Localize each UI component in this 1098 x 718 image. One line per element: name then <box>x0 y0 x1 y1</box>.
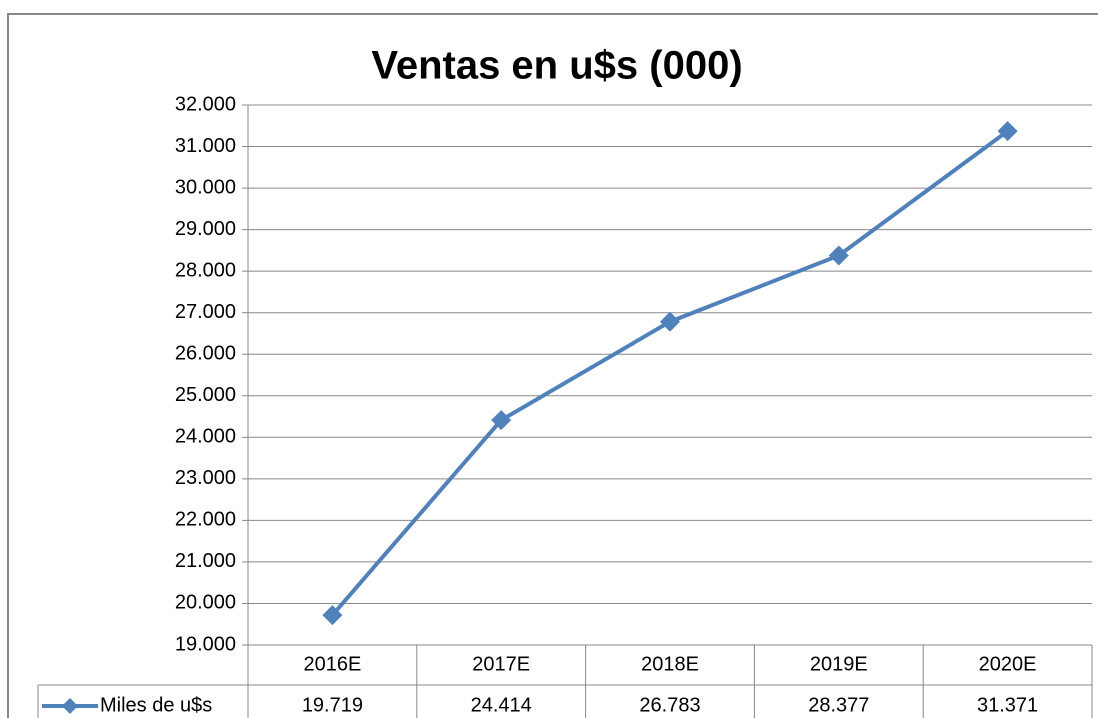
marker <box>997 121 1018 142</box>
legend-marker <box>62 698 78 714</box>
y-tick-label: 21.000 <box>175 550 236 572</box>
data-table-value: 28.377 <box>808 694 869 716</box>
chart-title: Ventas en u$s (000) <box>371 44 742 88</box>
x-tick-label: 2017E <box>472 653 530 675</box>
y-tick-label: 31.000 <box>175 135 236 157</box>
marker <box>660 311 680 332</box>
y-tick-label: 20.000 <box>175 592 236 614</box>
data-table-value: 31.371 <box>977 694 1038 716</box>
data-table-value: 24.414 <box>471 694 532 716</box>
marker <box>491 410 512 431</box>
y-tick-label: 25.000 <box>175 384 236 406</box>
legend-label: Miles de u$s <box>100 694 212 716</box>
x-tick-label: 2020E <box>979 653 1037 675</box>
data-table-value: 26.783 <box>639 694 700 716</box>
y-tick-label: 29.000 <box>175 218 236 240</box>
x-tick-label: 2016E <box>303 653 361 675</box>
chart-border <box>7 13 1098 718</box>
y-tick-label: 23.000 <box>175 467 236 489</box>
y-tick-label: 26.000 <box>175 343 236 365</box>
y-tick-label: 24.000 <box>175 426 236 448</box>
y-tick-label: 27.000 <box>175 301 236 323</box>
x-tick-label: 2018E <box>641 653 699 675</box>
marker <box>322 605 343 626</box>
y-tick-label: 30.000 <box>175 176 236 198</box>
y-tick-label: 32.000 <box>175 93 236 115</box>
data-table-value: 19.719 <box>302 694 363 716</box>
y-tick-label: 28.000 <box>175 259 236 281</box>
y-tick-label: 19.000 <box>175 633 236 655</box>
y-tick-label: 22.000 <box>175 509 236 531</box>
x-tick-label: 2019E <box>810 653 868 675</box>
marker <box>828 245 849 266</box>
